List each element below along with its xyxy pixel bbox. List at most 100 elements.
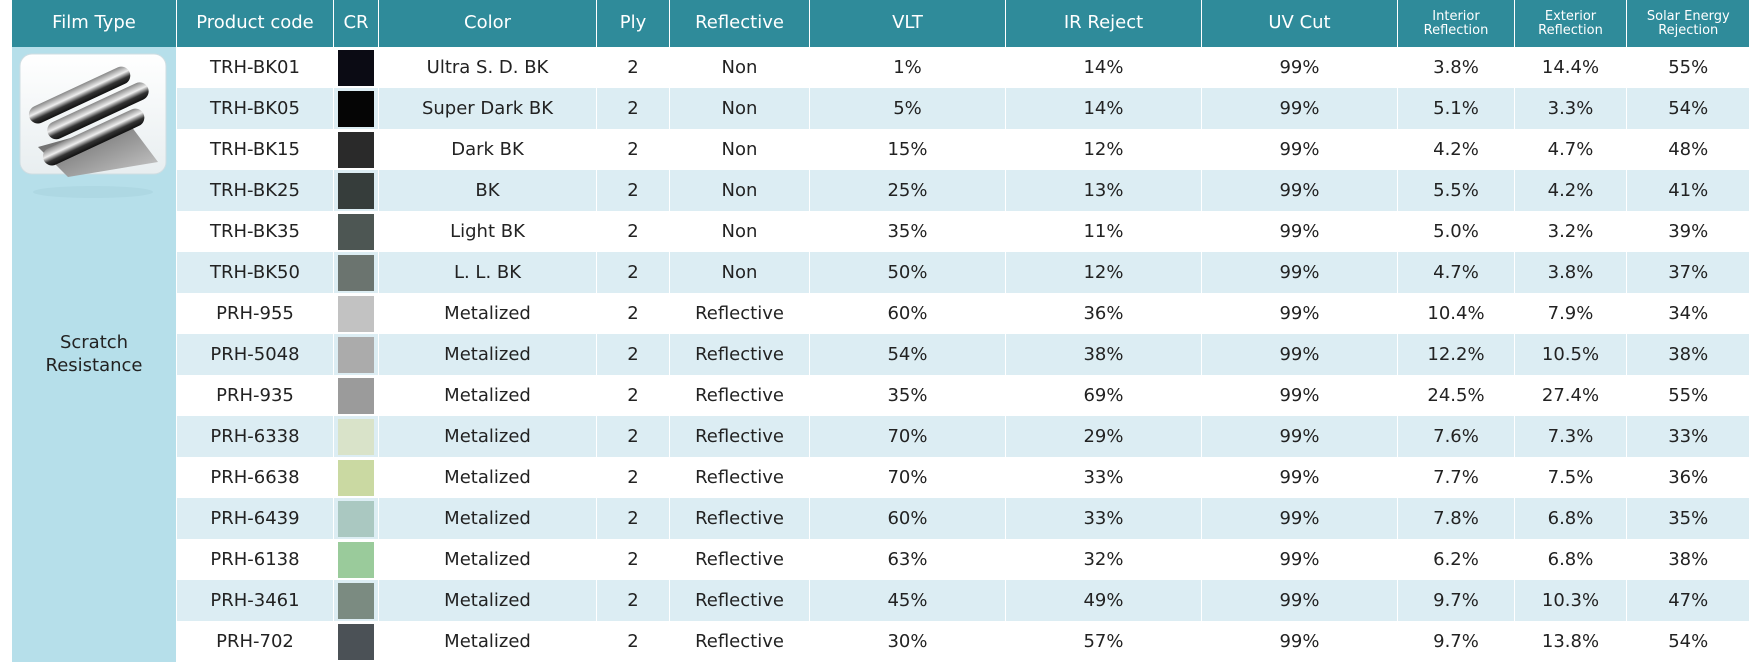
cell: 36% [1627, 457, 1749, 498]
swatch-cell [334, 293, 379, 334]
cell: 13.8% [1515, 621, 1627, 662]
cell: 2 [597, 293, 670, 334]
color-swatch [338, 50, 374, 86]
cell: Metalized [379, 334, 597, 375]
cell: 39% [1627, 211, 1749, 252]
cell: 25% [810, 170, 1006, 211]
cell: 4.7% [1515, 129, 1627, 170]
cell: Metalized [379, 375, 597, 416]
cell: PRH-702 [177, 621, 334, 662]
cell: TRH-BK01 [177, 47, 334, 88]
cell: TRH-BK15 [177, 129, 334, 170]
cell: 2 [597, 129, 670, 170]
cell: Reflective [670, 539, 810, 580]
cell: 4.7% [1398, 252, 1515, 293]
cell: 99% [1202, 334, 1398, 375]
cell: Metalized [379, 457, 597, 498]
cell: 3.3% [1515, 88, 1627, 129]
cell: 99% [1202, 375, 1398, 416]
cell: Reflective [670, 375, 810, 416]
cell: 12% [1006, 252, 1202, 293]
cell: Metalized [379, 498, 597, 539]
cell: 70% [810, 457, 1006, 498]
cell: 2 [597, 416, 670, 457]
cell: 37% [1627, 252, 1749, 293]
film-image [18, 52, 168, 202]
cell: 7.9% [1515, 293, 1627, 334]
cell: 69% [1006, 375, 1202, 416]
cell: Reflective [670, 293, 810, 334]
film-type-label: Scratch Resistance [12, 332, 176, 377]
cell: Reflective [670, 498, 810, 539]
cell: 3.8% [1515, 252, 1627, 293]
color-swatch [338, 460, 374, 496]
cell: 48% [1627, 129, 1749, 170]
cell: 2 [597, 498, 670, 539]
cell: 2 [597, 211, 670, 252]
cell: Metalized [379, 621, 597, 662]
cell: 14% [1006, 88, 1202, 129]
cell: 34% [1627, 293, 1749, 334]
color-swatch [338, 337, 374, 373]
cell: 13% [1006, 170, 1202, 211]
cell: 2 [597, 457, 670, 498]
color-swatch [338, 583, 374, 619]
cell: 2 [597, 47, 670, 88]
cell: Metalized [379, 580, 597, 621]
cell: 5.0% [1398, 211, 1515, 252]
cell: TRH-BK35 [177, 211, 334, 252]
cell: 38% [1627, 539, 1749, 580]
cell: 24.5% [1398, 375, 1515, 416]
cell: 5.1% [1398, 88, 1515, 129]
color-swatch [338, 624, 374, 660]
cell: PRH-3461 [177, 580, 334, 621]
column-header: IR Reject [1006, 0, 1202, 47]
color-swatch [338, 255, 374, 291]
cell: 99% [1202, 580, 1398, 621]
cell: 3.2% [1515, 211, 1627, 252]
cell: PRH-935 [177, 375, 334, 416]
swatch-cell [334, 252, 379, 293]
color-swatch [338, 378, 374, 414]
cell: 99% [1202, 211, 1398, 252]
color-swatch [338, 296, 374, 332]
cell: 9.7% [1398, 621, 1515, 662]
column-header: Exterior Reflection [1515, 0, 1627, 47]
cell: Non [670, 47, 810, 88]
cell: 4.2% [1398, 129, 1515, 170]
cell: 33% [1627, 416, 1749, 457]
cell: 2 [597, 621, 670, 662]
color-swatch [338, 91, 374, 127]
cell: 6.8% [1515, 498, 1627, 539]
cell: 38% [1006, 334, 1202, 375]
cell: 99% [1202, 498, 1398, 539]
cell: TRH-BK05 [177, 88, 334, 129]
color-swatch [338, 542, 374, 578]
cell: 99% [1202, 621, 1398, 662]
cell: Non [670, 88, 810, 129]
cell: Reflective [670, 416, 810, 457]
cell: 2 [597, 88, 670, 129]
cell: 70% [810, 416, 1006, 457]
color-swatch [338, 173, 374, 209]
cell: 7.6% [1398, 416, 1515, 457]
cell: 30% [810, 621, 1006, 662]
cell: Non [670, 211, 810, 252]
cell: 99% [1202, 457, 1398, 498]
column-header: UV Cut [1202, 0, 1398, 47]
cell: TRH-BK50 [177, 252, 334, 293]
cell: Non [670, 170, 810, 211]
swatch-cell [334, 170, 379, 211]
swatch-cell [334, 211, 379, 252]
cell: Dark BK [379, 129, 597, 170]
cell: PRH-6338 [177, 416, 334, 457]
